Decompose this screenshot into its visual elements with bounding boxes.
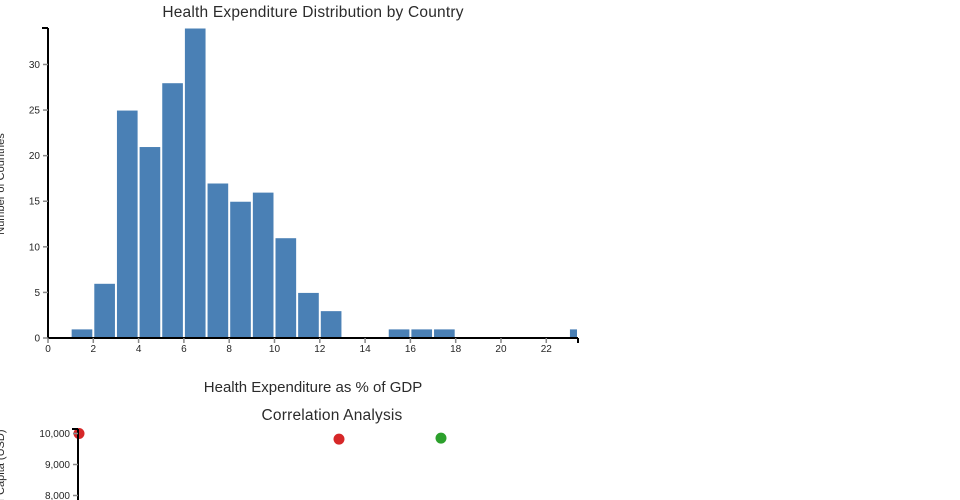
histogram-bar [138,146,162,339]
scatter-point [333,433,345,445]
histogram-bar [183,27,207,339]
histogram-bar [297,291,320,339]
y-tick-label: 0 [34,334,40,345]
y-tick-label: 10 [29,242,41,253]
x-tick-label: 20 [495,344,507,355]
x-tick-label: 8 [226,344,232,355]
y-tick-label: 9,000 [45,460,70,471]
histogram-bar [251,191,275,339]
histogram-bar [206,182,230,339]
histogram-bar [161,82,184,339]
histogram-bar [433,328,456,339]
x-tick-label: 4 [136,344,142,355]
x-tick-label: 18 [450,344,462,355]
x-tick-label: 0 [45,344,51,355]
y-tick-label: 30 [29,60,41,71]
histogram-x-axis-title: Health Expenditure as % of GDP [203,379,423,396]
y-tick-label: 5 [34,288,40,299]
histogram-bar [410,328,434,339]
scatter-title: Correlation Analysis [261,407,403,424]
x-tick-label: 6 [181,344,187,355]
scatter-point [435,432,447,444]
x-tick-label: 10 [269,344,281,355]
y-tick-label: 20 [29,151,41,162]
histogram-bar [319,310,343,339]
y-tick-label: 15 [29,197,41,208]
histogram-bar [387,328,411,339]
histogram-bar [229,200,252,339]
y-tick-label: 10,000 [39,429,70,440]
x-tick-label: 16 [405,344,417,355]
histogram-bar [274,237,298,339]
y-tick-label: 8,000 [45,491,70,500]
histogram-bar [93,282,116,339]
histogram-bar [70,328,94,339]
histogram-bar [115,109,139,339]
x-tick-label: 2 [91,344,97,355]
y-tick-label: 25 [29,106,41,117]
histogram-bar [568,328,579,339]
x-tick-label: 22 [541,344,553,355]
x-tick-label: 14 [360,344,372,355]
histogram-title: Health Expenditure Distribution by Count… [162,4,464,21]
x-tick-label: 12 [314,344,326,355]
